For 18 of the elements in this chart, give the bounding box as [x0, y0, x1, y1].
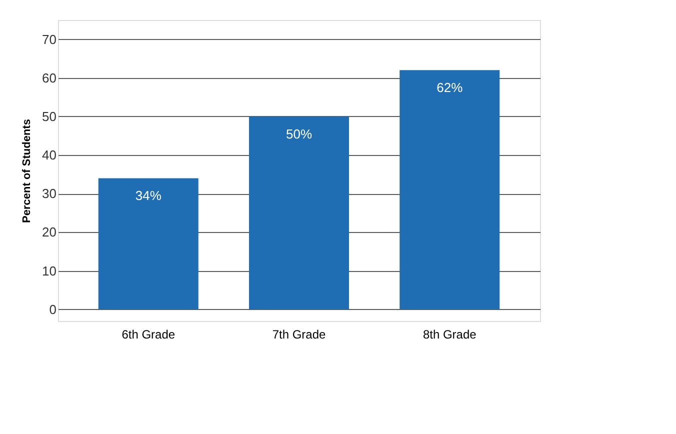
data-label: 50%: [286, 126, 312, 142]
x-tick-label: 7th Grade: [272, 328, 326, 342]
x-tick-label: 8th Grade: [422, 328, 477, 342]
y-axis-title: Percent of Students: [21, 119, 34, 223]
y-tick-label: 50: [42, 108, 56, 124]
y-tick-label: 40: [42, 148, 56, 163]
bar: [98, 178, 198, 310]
data-label: 62%: [436, 80, 464, 96]
bar: [249, 116, 349, 310]
y-tick-label: 70: [42, 32, 56, 47]
y-tick-label: 10: [42, 263, 56, 278]
y-tick-label: 0: [49, 302, 56, 317]
y-tick-label: 20: [42, 224, 56, 240]
y-tick-label: 60: [42, 70, 56, 86]
x-tick-label: 6th Grade: [122, 328, 176, 342]
data-label: 34%: [135, 188, 162, 204]
y-tick-label: 30: [42, 186, 56, 202]
bar: [400, 70, 500, 310]
